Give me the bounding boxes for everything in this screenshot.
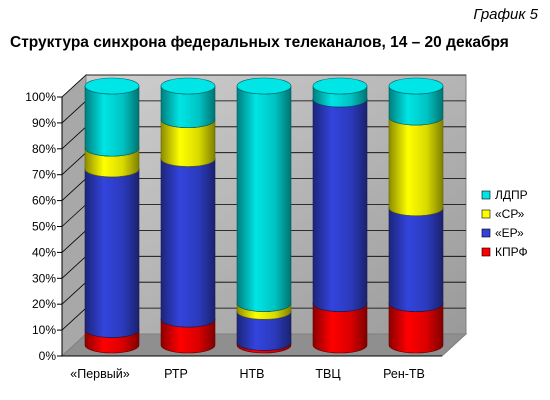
legend-swatch — [481, 209, 491, 219]
gridline-side — [61, 307, 87, 331]
x-tick-label: РТР — [164, 367, 188, 381]
x-tick-label: «Первый» — [70, 367, 129, 381]
bar-segment-top-1-3 — [160, 77, 216, 95]
gridline-side — [61, 126, 87, 150]
gridline-side — [61, 100, 87, 124]
gridline-side — [61, 152, 87, 175]
y-tick-label: 70% — [32, 168, 56, 182]
legend-swatch — [481, 190, 491, 200]
y-tick-label: 80% — [32, 142, 56, 156]
gridline-side — [61, 230, 87, 253]
y-tick-label: 10% — [32, 323, 56, 337]
gridline-side — [61, 256, 87, 279]
x-tick-label: НТВ — [240, 367, 265, 381]
chart-title: Структура синхрона федеральных телеканал… — [10, 34, 509, 51]
bar-segment-0-1 — [84, 168, 140, 338]
legend-label: «СР» — [495, 207, 525, 221]
bar-segment-3-1 — [312, 98, 368, 312]
y-tick-label: 100% — [25, 90, 56, 104]
y-tick-label: 90% — [32, 116, 56, 130]
gridline-side — [61, 178, 87, 201]
x-tick-label: Рен-ТВ — [383, 367, 425, 381]
y-tick-label: 50% — [32, 220, 56, 234]
y-tick-label: 30% — [32, 271, 56, 285]
y-tick-label: 60% — [32, 194, 56, 208]
x-tick-label: ТВЦ — [315, 367, 341, 381]
bar-segment-top-0-3 — [84, 77, 140, 95]
figure-number: График 5 — [473, 6, 538, 23]
bar-segment-2-3 — [236, 85, 292, 312]
y-tick-label: 40% — [32, 245, 56, 259]
gridline-side — [61, 281, 87, 305]
y-tick-label: 0% — [39, 349, 57, 363]
gridline-side — [61, 74, 87, 98]
bar-segment-0-3 — [84, 85, 140, 157]
y-tick-label: 20% — [32, 297, 56, 311]
bar-segment-top-2-3 — [236, 77, 292, 95]
bar-segment-4-1 — [388, 207, 444, 312]
legend-label: ЛДПР — [495, 188, 528, 202]
legend-swatch — [481, 228, 491, 238]
bar-segment-top-4-3 — [388, 77, 444, 95]
legend-swatch — [481, 247, 491, 257]
bar-segment-top-3-3 — [312, 77, 368, 95]
legend-label: КПРФ — [495, 245, 528, 259]
gridline-side — [61, 204, 87, 227]
legend-label: «ЕР» — [495, 226, 524, 240]
bar-segment-1-1 — [160, 158, 216, 328]
bar-segment-4-2 — [388, 117, 444, 217]
